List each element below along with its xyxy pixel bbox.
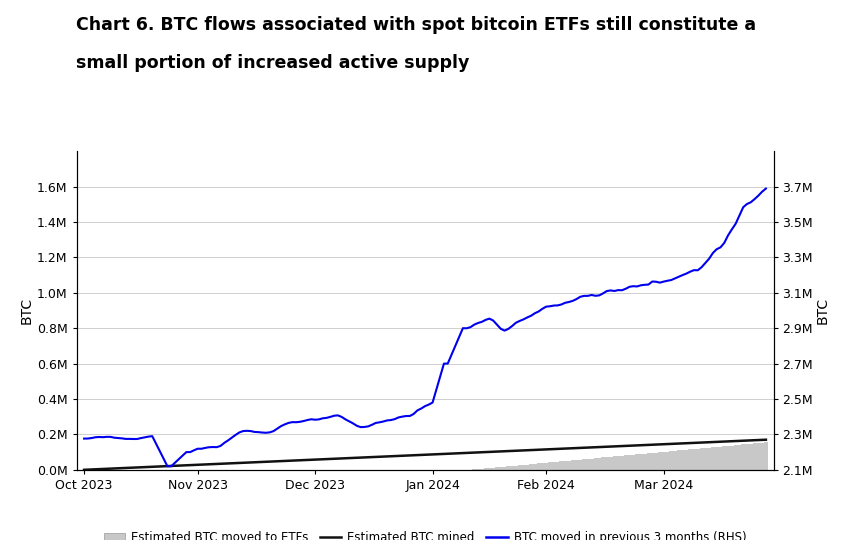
Bar [745,444,749,470]
Bar [764,442,768,470]
Bar [601,457,605,470]
Bar [692,449,696,470]
Bar [616,456,620,470]
Bar [718,447,722,470]
Bar [522,465,525,470]
Bar [684,450,688,470]
Bar [533,464,536,470]
Text: Chart 6. BTC flows associated with spot bitcoin ETFs still constitute a: Chart 6. BTC flows associated with spot … [76,16,756,34]
Y-axis label: BTC: BTC [816,297,830,324]
Bar [704,448,707,470]
Bar [715,447,718,470]
Bar [635,454,639,470]
Text: small portion of increased active supply: small portion of increased active supply [76,54,470,72]
Bar [654,453,658,470]
Bar [734,445,738,470]
Bar [722,446,726,470]
Bar [575,460,578,470]
Bar [609,457,613,470]
Bar [730,446,734,470]
Bar [559,461,564,470]
Bar [605,457,609,470]
Bar [738,445,741,470]
Bar [752,443,756,470]
Bar [484,468,488,470]
Bar [632,455,635,470]
Bar [593,458,598,470]
Bar [556,462,559,470]
Bar [541,463,544,470]
Bar [499,467,502,470]
Bar [749,444,752,470]
Bar [548,462,552,470]
Bar [707,448,711,470]
Bar [582,459,586,470]
Bar [700,448,704,470]
Bar [726,446,730,470]
Bar [590,458,593,470]
Bar [525,464,530,470]
Bar [688,449,692,470]
Bar [658,452,662,470]
Bar [711,447,715,470]
Bar [624,455,627,470]
Bar [480,469,484,470]
Bar [643,454,647,470]
Bar [741,444,745,470]
Y-axis label: BTC: BTC [20,297,34,324]
Bar [673,451,677,470]
Bar [502,467,507,470]
Bar [662,452,666,470]
Bar [681,450,684,470]
Bar [530,464,533,470]
Bar [669,451,673,470]
Bar [495,467,499,470]
Bar [647,453,650,470]
Bar [491,468,495,470]
Bar [586,459,590,470]
Bar [488,468,491,470]
Bar [620,456,624,470]
Bar [639,454,643,470]
Bar [578,460,582,470]
Bar [567,461,571,470]
Bar [677,450,681,470]
Legend: Estimated BTC moved to ETFs, Estimated BTC mined, BTC moved in previous 3 months: Estimated BTC moved to ETFs, Estimated B… [99,526,751,540]
Bar [696,449,700,470]
Bar [598,458,601,470]
Bar [666,451,669,470]
Bar [514,465,518,470]
Bar [564,461,567,470]
Bar [552,462,556,470]
Bar [650,453,654,470]
Bar [507,466,510,470]
Bar [476,469,480,470]
Bar [536,463,541,470]
Bar [518,465,522,470]
Bar [756,443,760,470]
Bar [544,463,548,470]
Bar [571,460,575,470]
Bar [627,455,632,470]
Bar [760,443,764,470]
Bar [613,456,616,470]
Bar [510,466,514,470]
